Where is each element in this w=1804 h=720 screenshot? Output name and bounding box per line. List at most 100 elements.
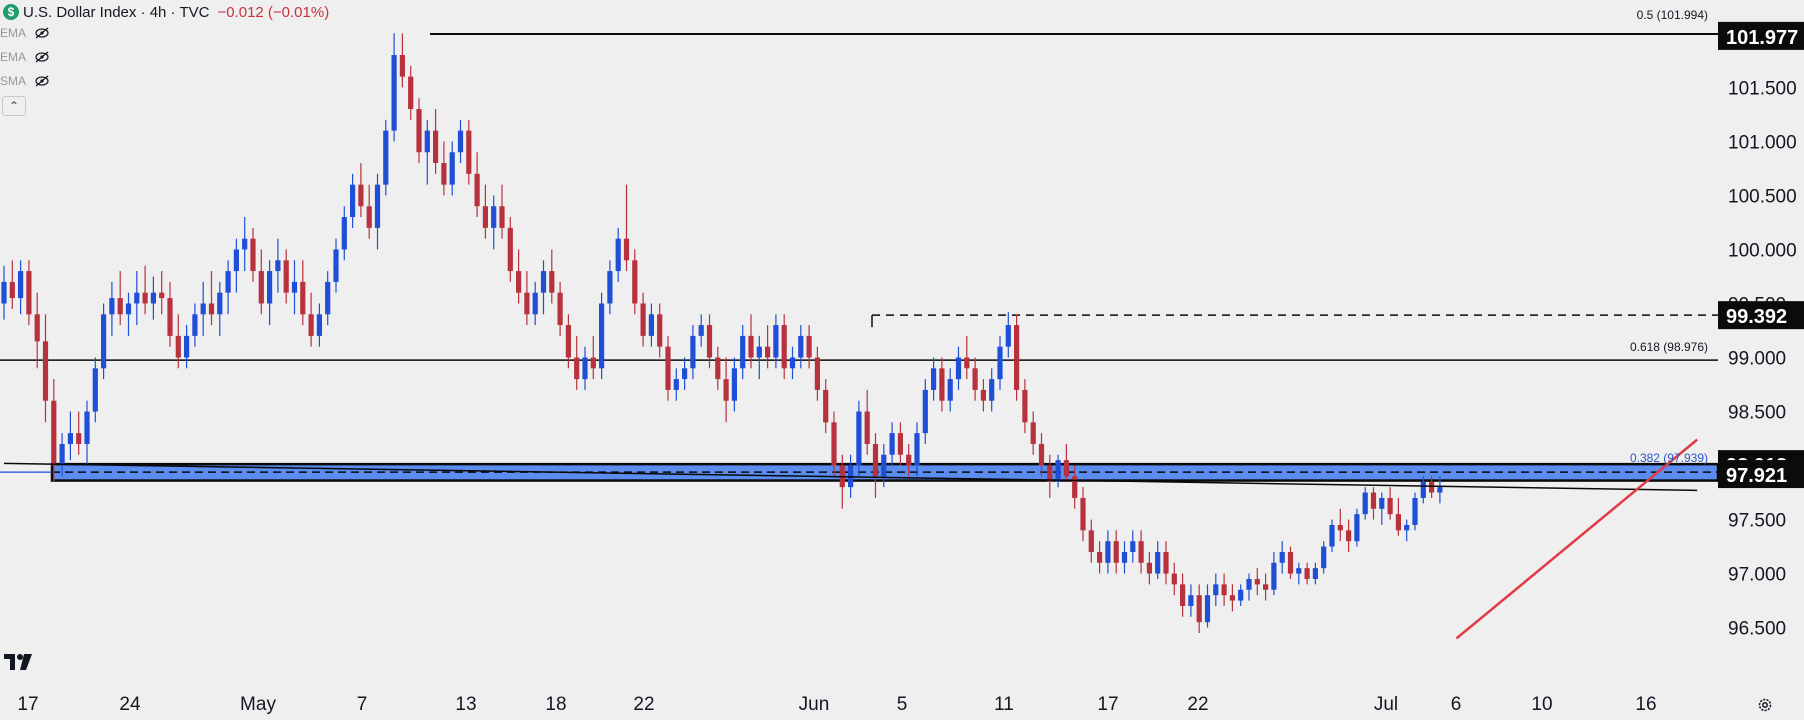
hidden-eye-icon[interactable] — [34, 51, 50, 63]
time-axis: 17 24 May 7 13 18 22 Jun 5 11 17 22 Jul 6 10 16 — [0, 680, 1804, 720]
candle — [524, 271, 530, 326]
candle — [989, 368, 995, 412]
time-tick-label: 10 — [1531, 694, 1552, 715]
candle — [92, 357, 98, 423]
candle — [217, 281, 223, 336]
candle-body — [698, 325, 704, 336]
candle-body — [1047, 465, 1053, 482]
candle-body — [1370, 492, 1377, 509]
candle — [549, 249, 555, 304]
candle — [1329, 519, 1335, 552]
candle — [399, 33, 405, 88]
candle-body — [574, 357, 580, 380]
time-tick-label: 5 — [897, 694, 908, 715]
candle — [150, 276, 156, 320]
price-tick-label: 101.000 — [1728, 132, 1797, 153]
settings-gear-icon[interactable] — [1756, 696, 1774, 714]
candle — [723, 357, 729, 423]
candle-body — [507, 227, 513, 272]
candle — [1221, 573, 1227, 606]
candle-body — [615, 238, 621, 272]
candle — [872, 433, 879, 498]
candle — [59, 433, 65, 477]
price-tick-label: 101.500 — [1728, 78, 1797, 99]
candle — [632, 249, 638, 315]
candle-body — [1213, 584, 1219, 596]
candle — [374, 173, 381, 250]
time-tick-label: 17 — [17, 694, 38, 715]
candle — [897, 422, 903, 466]
candle — [715, 346, 721, 390]
candle-body — [781, 325, 787, 369]
collapse-indicators-button[interactable]: ⌃ — [2, 96, 26, 116]
candle-body — [482, 206, 488, 228]
hidden-eye-icon[interactable] — [34, 75, 50, 87]
candle-body — [366, 206, 372, 228]
candle — [540, 260, 547, 315]
candle — [1030, 411, 1036, 455]
candle-body — [1204, 595, 1211, 623]
candle — [1296, 562, 1302, 585]
hidden-eye-icon[interactable] — [34, 27, 50, 39]
candle-body — [740, 335, 746, 369]
candle-body — [1072, 476, 1078, 498]
candle — [482, 184, 488, 239]
candle-body — [1404, 524, 1410, 531]
candle-body — [1271, 562, 1277, 590]
candle-body — [557, 292, 563, 326]
candle — [1072, 465, 1078, 509]
candle — [474, 152, 480, 218]
price-label-bg — [1718, 460, 1804, 489]
candle — [599, 292, 605, 380]
candle — [1379, 492, 1385, 525]
candle-body — [1287, 551, 1294, 574]
candle-body — [814, 357, 820, 390]
candle-body — [142, 292, 148, 304]
price-label-text: 101.977 — [1726, 27, 1798, 49]
candle — [607, 260, 613, 315]
candle — [814, 346, 820, 401]
candle-body — [1296, 568, 1302, 574]
candle-body — [1395, 514, 1401, 531]
time-tick-label: 22 — [1187, 694, 1208, 715]
candle — [67, 411, 73, 461]
candle-body — [706, 325, 713, 358]
candle — [972, 357, 978, 401]
candle-body — [748, 335, 754, 358]
candle-body — [474, 173, 480, 207]
candle — [922, 379, 928, 444]
candle-body — [715, 357, 721, 380]
candle-body — [540, 271, 547, 293]
candle-body — [275, 260, 281, 272]
candle-body — [856, 411, 862, 466]
symbol-title[interactable]: U.S. Dollar Index · 4h · TVC — [23, 3, 210, 21]
candle-body — [1304, 568, 1310, 579]
candle — [1180, 573, 1186, 617]
time-tick-label: 11 — [994, 694, 1014, 715]
indicator-ema-1[interactable]: EMA — [0, 23, 50, 43]
candle — [1038, 433, 1045, 477]
candle — [1370, 487, 1377, 520]
candle-body — [26, 271, 32, 315]
time-tick-label: 22 — [633, 694, 654, 715]
candle-body — [765, 346, 771, 358]
candle — [433, 109, 439, 174]
candle — [964, 335, 970, 380]
price-tick-label: 100.500 — [1728, 186, 1797, 207]
candle-body — [466, 130, 472, 174]
indicator-ema-2[interactable]: EMA — [0, 47, 50, 67]
indicator-sma[interactable]: SMA — [0, 71, 50, 91]
candle-body — [358, 184, 364, 207]
candle-body — [1105, 541, 1111, 563]
candle-body — [283, 260, 289, 293]
candle — [648, 303, 654, 347]
time-tick-label: 6 — [1451, 694, 1462, 715]
candle — [208, 271, 215, 326]
candle-body — [1063, 460, 1069, 477]
candle — [1088, 519, 1094, 563]
tradingview-logo-icon[interactable] — [4, 652, 36, 672]
candle — [1005, 312, 1011, 358]
candle-body — [532, 292, 538, 315]
